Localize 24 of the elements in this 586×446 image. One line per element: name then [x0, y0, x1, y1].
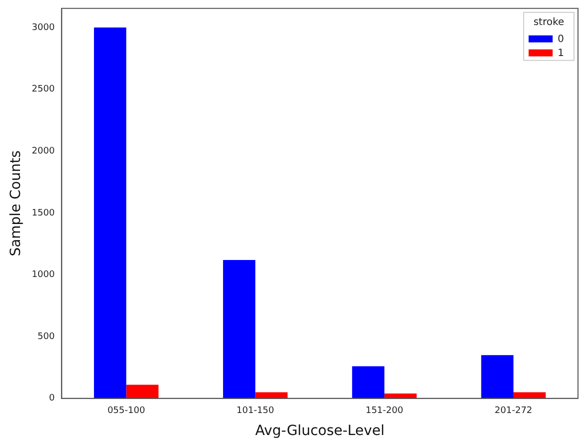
- bar: [384, 393, 417, 398]
- x-tick-label: 201-272: [494, 406, 532, 416]
- y-axis-title: Sample Counts: [8, 150, 24, 256]
- y-tick-label: 2500: [32, 84, 55, 95]
- x-tick-label: 101-150: [236, 406, 274, 416]
- y-tick-label: 3000: [32, 22, 55, 33]
- legend-label: 0: [558, 34, 564, 45]
- y-tick-label: 1000: [32, 270, 55, 280]
- bar: [223, 260, 256, 398]
- legend-title: stroke: [533, 16, 564, 28]
- y-tick-label: 0: [48, 394, 55, 404]
- bar: [481, 355, 514, 398]
- x-tick-label: 055-100: [107, 406, 146, 416]
- legend-label: 1: [558, 48, 564, 59]
- bar: [126, 384, 159, 398]
- x-tick-label: 151-200: [366, 406, 404, 416]
- bar: [352, 366, 384, 398]
- y-tick-label: 1500: [32, 208, 55, 218]
- bar: [94, 28, 126, 398]
- bar: [513, 392, 546, 398]
- x-axis-title: Avg-Glucose-Level: [255, 423, 384, 440]
- bar: [255, 392, 288, 398]
- y-tick-label: 2000: [32, 146, 55, 157]
- y-tick-label: 500: [38, 332, 55, 342]
